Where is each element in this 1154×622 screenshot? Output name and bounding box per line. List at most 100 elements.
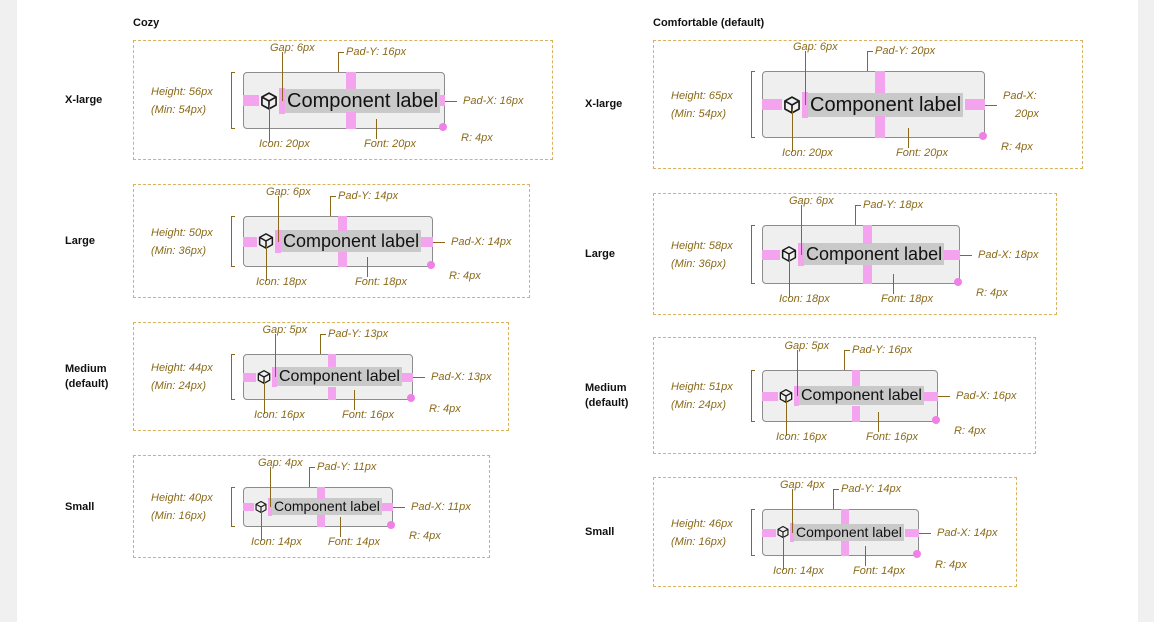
pad-x-leader — [985, 104, 997, 106]
pad-y-bottom-marker — [328, 387, 336, 400]
component-label: Component label — [285, 88, 441, 113]
size-label-line: Small — [585, 526, 615, 538]
component-content: Component label — [782, 91, 964, 118]
pad-x-left-marker — [762, 391, 778, 401]
pad-x-right-marker — [905, 528, 919, 537]
component-label: Component label — [804, 243, 945, 266]
pad-y-leader — [320, 334, 321, 354]
pad-y-top-marker — [346, 72, 356, 89]
cozy-heading: Cozy — [133, 17, 160, 29]
pad-x-leader — [445, 100, 457, 102]
radius-marker — [387, 521, 395, 529]
pad-y-annotation: Pad-Y: 13px — [328, 328, 389, 340]
min-height-annotation: (Min: 24px) — [671, 399, 727, 411]
pad-x-right-marker — [942, 249, 960, 260]
radius-annotation: R: 4px — [409, 530, 441, 542]
icon-annotation: Icon: 14px — [251, 536, 302, 548]
pad-x-left-marker — [762, 249, 780, 260]
component-content: Component label — [776, 523, 904, 542]
pad-y-top-marker — [328, 354, 336, 367]
icon-annotation: Icon: 18px — [779, 293, 830, 305]
height-annotation: Height: 56px — [151, 85, 213, 98]
pad-x-leader — [919, 532, 931, 534]
pad-x-leader — [413, 377, 425, 378]
icon-annotation: Icon: 20px — [259, 138, 310, 150]
pad-x-left-marker — [762, 528, 776, 537]
pad-y-leader-tick — [309, 467, 315, 468]
comfortable-heading: Comfortable (default) — [653, 17, 765, 29]
min-height-annotation: (Min: 36px) — [671, 257, 727, 270]
size-label: Small — [585, 525, 614, 540]
size-label-line: Medium — [585, 382, 627, 394]
font-leader — [893, 274, 894, 294]
icon-annotation: Icon: 16px — [254, 409, 305, 421]
pad-x-left-marker — [243, 95, 259, 106]
radius-annotation: R: 4px — [935, 559, 967, 571]
min-height-annotation: (Min: 24px) — [151, 380, 207, 392]
font-annotation: Font: 16px — [866, 431, 918, 443]
pad-y-annotation: Pad-Y: 14px — [841, 483, 902, 495]
size-label-line: (default) — [65, 378, 109, 390]
icon-leader — [269, 104, 270, 143]
pad-y-annotation: Pad-Y: 11px — [317, 461, 377, 473]
spec-frame — [653, 477, 1017, 587]
font-annotation: Font: 14px — [853, 565, 905, 577]
height-annotation: Height: 65px — [671, 89, 733, 102]
pad-y-top-marker — [863, 225, 872, 244]
pad-y-leader-tick — [338, 52, 344, 53]
component-label: Component label — [794, 523, 904, 541]
component-label: Component label — [808, 92, 964, 117]
gap-leader — [805, 51, 806, 105]
icon-leader — [783, 536, 784, 570]
pad-x-annotation: Pad-X: 16px — [956, 390, 1017, 402]
pad-x-right-marker — [922, 391, 938, 401]
size-label: Small — [65, 500, 94, 515]
radius-marker — [979, 132, 987, 140]
icon-leader — [261, 511, 262, 541]
pad-x-annotation: Pad-X: 13px — [431, 371, 492, 383]
pad-y-leader — [338, 52, 339, 72]
pad-y-top-marker — [852, 370, 860, 386]
pad-x-right-marker — [400, 372, 413, 382]
gap-annotation: Gap: 6px — [789, 195, 834, 207]
height-bracket — [231, 354, 235, 400]
pad-y-leader — [330, 196, 331, 216]
height-annotation: Height: 51px — [671, 381, 733, 393]
pad-y-bottom-marker — [317, 515, 325, 527]
pad-x-leader — [393, 507, 405, 508]
size-label: X-large — [65, 93, 102, 108]
pad-y-leader — [867, 51, 868, 71]
pad-y-annotation: Pad-Y: 18px — [863, 199, 924, 211]
component-label: Component label — [281, 230, 422, 253]
icon-annotation: Icon: 20px — [782, 147, 833, 159]
height-annotation: Height: 40px — [151, 492, 213, 504]
radius-marker — [407, 394, 415, 402]
pad-x-annotation: Pad-X: 18px — [978, 248, 1039, 261]
min-height-annotation: (Min: 36px) — [151, 244, 207, 257]
height-bracket — [751, 71, 755, 138]
radius-annotation: R: 4px — [461, 132, 493, 144]
pad-x-left-marker — [243, 503, 254, 511]
font-leader — [367, 257, 368, 277]
pad-y-leader — [855, 205, 856, 225]
gap-leader — [801, 205, 802, 255]
font-leader — [865, 546, 866, 566]
min-height-annotation: (Min: 16px) — [151, 510, 207, 522]
pad-x-annotation: Pad-X: 14px — [937, 526, 998, 539]
gap-annotation: Gap: 6px — [270, 42, 315, 54]
gap-leader — [274, 334, 276, 377]
pad-y-top-marker — [317, 487, 325, 499]
font-annotation: Font: 20px — [364, 138, 416, 150]
height-bracket — [751, 225, 755, 284]
pad-y-top-marker — [338, 216, 347, 231]
radius-annotation: R: 4px — [449, 270, 481, 282]
radius-marker — [439, 123, 447, 131]
height-bracket — [231, 72, 235, 129]
component-label: Component label — [799, 386, 924, 406]
pad-y-leader — [309, 467, 310, 487]
spec-frame — [133, 184, 530, 298]
radius-marker — [427, 261, 435, 269]
height-bracket — [751, 509, 755, 556]
component-content: Component label — [778, 385, 924, 407]
min-height-annotation: (Min: 54px) — [151, 103, 207, 116]
